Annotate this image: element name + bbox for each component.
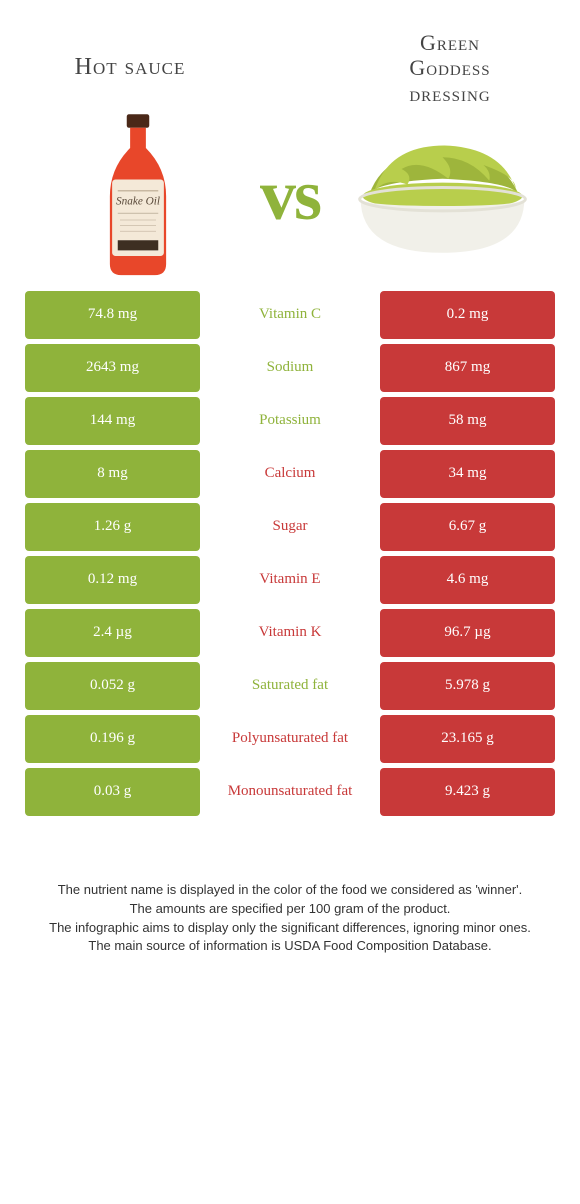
table-row: 0.052 gSaturated fat5.978 g	[25, 662, 555, 710]
nutrient-name: Vitamin C	[200, 291, 380, 339]
left-value: 144 mg	[25, 397, 200, 445]
left-value: 0.12 mg	[25, 556, 200, 604]
vs-text: vs	[260, 154, 320, 237]
right-value: 6.67 g	[380, 503, 555, 551]
nutrient-name: Vitamin K	[200, 609, 380, 657]
table-row: 2.4 µgVitamin K96.7 µg	[25, 609, 555, 657]
title-left: Hot sauce	[40, 54, 220, 81]
svg-text:Snake Oil: Snake Oil	[115, 195, 159, 207]
nutrient-name: Polyunsaturated fat	[200, 715, 380, 763]
footer-notes: The nutrient name is displayed in the co…	[0, 821, 580, 986]
title-right-line3: dressing	[409, 81, 490, 106]
right-value: 9.423 g	[380, 768, 555, 816]
footer-line: The nutrient name is displayed in the co…	[30, 881, 550, 900]
footer-line: The amounts are specified per 100 gram o…	[30, 900, 550, 919]
right-value: 58 mg	[380, 397, 555, 445]
footer-line: The infographic aims to display only the…	[30, 919, 550, 938]
hot-sauce-image: Snake Oil	[40, 116, 235, 276]
left-value: 2643 mg	[25, 344, 200, 392]
bowl-icon	[345, 128, 540, 265]
left-value: 0.196 g	[25, 715, 200, 763]
green-goddess-image	[345, 116, 540, 276]
title-right-line2: Goddess	[409, 55, 490, 80]
table-row: 8 mgCalcium34 mg	[25, 450, 555, 498]
right-value: 96.7 µg	[380, 609, 555, 657]
right-value: 23.165 g	[380, 715, 555, 763]
title-right: Green Goddess dressing	[360, 30, 540, 106]
left-value: 74.8 mg	[25, 291, 200, 339]
bottle-icon: Snake Oil	[93, 112, 183, 281]
title-right-line1: Green	[420, 30, 480, 55]
nutrient-name: Vitamin E	[200, 556, 380, 604]
table-row: 1.26 gSugar6.67 g	[25, 503, 555, 551]
nutrient-name: Sugar	[200, 503, 380, 551]
header: Hot sauce Green Goddess dressing	[0, 0, 580, 116]
nutrient-name: Potassium	[200, 397, 380, 445]
left-value: 1.26 g	[25, 503, 200, 551]
nutrient-name: Sodium	[200, 344, 380, 392]
right-value: 5.978 g	[380, 662, 555, 710]
right-value: 0.2 mg	[380, 291, 555, 339]
nutrient-name: Calcium	[200, 450, 380, 498]
table-row: 0.03 gMonounsaturated fat9.423 g	[25, 768, 555, 816]
right-value: 867 mg	[380, 344, 555, 392]
table-row: 0.12 mgVitamin E4.6 mg	[25, 556, 555, 604]
nutrient-table: 74.8 mgVitamin C0.2 mg 2643 mgSodium867 m…	[0, 291, 580, 816]
nutrient-name: Monounsaturated fat	[200, 768, 380, 816]
table-row: 74.8 mgVitamin C0.2 mg	[25, 291, 555, 339]
table-row: 2643 mgSodium867 mg	[25, 344, 555, 392]
image-row: Snake Oil vs	[0, 116, 580, 291]
left-value: 0.052 g	[25, 662, 200, 710]
table-row: 0.196 gPolyunsaturated fat23.165 g	[25, 715, 555, 763]
footer-line: The main source of information is USDA F…	[30, 937, 550, 956]
nutrient-name: Saturated fat	[200, 662, 380, 710]
table-row: 144 mgPotassium58 mg	[25, 397, 555, 445]
left-value: 8 mg	[25, 450, 200, 498]
right-value: 4.6 mg	[380, 556, 555, 604]
left-value: 2.4 µg	[25, 609, 200, 657]
right-value: 34 mg	[380, 450, 555, 498]
left-value: 0.03 g	[25, 768, 200, 816]
